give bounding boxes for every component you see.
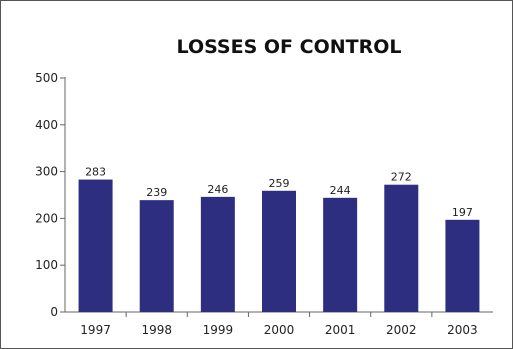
x-axis: 1997 1998 1999 2000 2001 2002 2003	[65, 311, 493, 337]
bar-2002	[384, 184, 419, 312]
y-tick-label: 100	[35, 258, 58, 272]
data-label-1997: 283	[85, 166, 106, 179]
x-tick-label: 1998	[141, 323, 172, 337]
bars	[78, 179, 480, 312]
y-tick-label: 500	[35, 71, 58, 85]
x-tick-label: 1999	[203, 323, 234, 337]
y-tick-label: 200	[35, 211, 58, 225]
x-tick-label: 2003	[447, 323, 478, 337]
x-tick-label: 2000	[264, 323, 295, 337]
y-tick-label: 0	[50, 305, 58, 319]
data-label-2002: 272	[391, 171, 412, 184]
bar-1999	[200, 196, 235, 312]
bar-1998	[139, 200, 174, 312]
data-label-2001: 244	[330, 184, 351, 197]
x-tick-label: 1997	[80, 323, 111, 337]
bar-2000	[262, 190, 296, 312]
y-tick-label: 300	[35, 165, 58, 179]
data-label-2003: 197	[452, 206, 473, 219]
x-tick-label: 2002	[386, 323, 417, 337]
x-tick-label: 2001	[325, 323, 356, 337]
bar-2001	[323, 197, 358, 312]
data-label-1998: 239	[146, 186, 167, 199]
data-labels: 283 239 246 259 244 272 197	[85, 166, 473, 219]
chart-title: LOSSES OF CONTROL	[177, 36, 402, 58]
bar-2003	[445, 219, 480, 312]
data-label-1999: 246	[207, 183, 228, 196]
bar-1997	[78, 179, 113, 312]
data-label-2000: 259	[269, 177, 290, 190]
y-tick-label: 400	[35, 118, 58, 132]
y-axis: 0 100 200 300 400 500	[35, 71, 66, 319]
